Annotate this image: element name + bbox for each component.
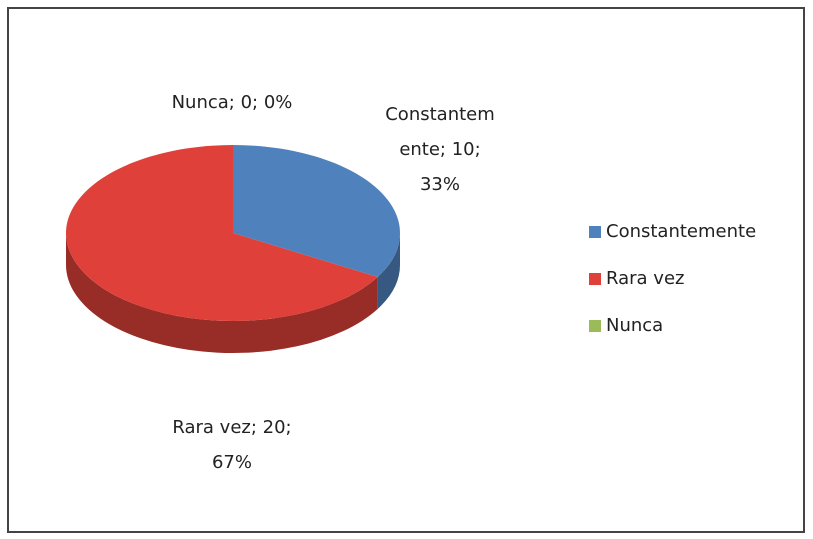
data-label-line: 67%: [212, 452, 252, 473]
pie-slice-side: [377, 233, 401, 309]
legend-label: Rara vez: [606, 268, 684, 289]
data-label: Rara vez; 20; 67%: [172, 417, 291, 473]
data-label-line: Constantem: [385, 104, 495, 125]
data-label-line: Nunca; 0; 0%: [172, 92, 293, 113]
data-label-line: 33%: [420, 174, 460, 195]
data-label-line: ente; 10;: [399, 139, 480, 160]
legend-swatch: [589, 320, 601, 332]
pie-slice: [66, 145, 378, 321]
legend-label: Nunca: [606, 315, 663, 336]
data-label-line: Rara vez; 20;: [172, 417, 291, 438]
legend-swatch: [589, 273, 601, 285]
pie-slice: [233, 145, 400, 277]
data-label: Nunca; 0; 0%: [172, 92, 293, 113]
legend-label: Constantemente: [606, 221, 756, 242]
pie-slice-side: [66, 233, 378, 354]
legend-swatch: [589, 226, 601, 238]
data-label: Constantem ente; 10; 33%: [385, 104, 495, 195]
